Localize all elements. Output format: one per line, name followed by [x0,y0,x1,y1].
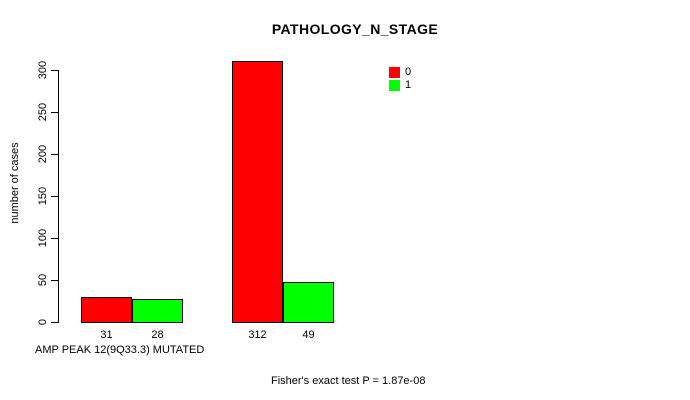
y-axis-tick-label: 200 [37,144,49,164]
legend-swatch [389,79,400,91]
bar-value-label: 31 [100,329,113,341]
bar-series-1 [283,282,334,323]
y-axis-tick-label: 50 [37,273,49,287]
y-axis-tick [51,280,58,281]
y-axis-tick [51,238,58,239]
legend-entry: 1 [389,79,411,91]
y-axis-title: number of cases [9,142,21,224]
y-axis-tick-label: 100 [37,228,49,248]
y-axis-tick-label: 300 [37,60,49,80]
chart-title: PATHOLOGY_N_STAGE [271,21,439,37]
annotation-fisher-test: Fisher's exact test P = 1.87e-08 [271,375,426,387]
legend-label: 1 [405,78,412,91]
y-axis-tick [51,196,58,197]
bar-series-0 [81,297,132,323]
bar-value-label: 49 [302,329,315,341]
y-axis-tick [51,322,58,323]
bar-value-label: 28 [151,329,164,341]
y-axis-tick [51,70,58,71]
y-axis-tick-label: 150 [37,186,49,206]
y-axis-tick-label: 250 [37,102,49,122]
legend-label: 0 [405,65,412,78]
y-axis-tick [51,154,58,155]
legend-swatch [389,66,400,78]
y-axis-tick [51,112,58,113]
bar-series-1 [132,299,183,323]
bar-value-label: 312 [248,329,267,341]
x-axis-title: AMP PEAK 12(9Q33.3) MUTATED [35,344,205,356]
legend-entry: 0 [389,66,411,78]
y-axis-line [58,70,59,323]
y-axis-tick-label: 0 [37,318,49,326]
bar-series-0 [232,61,283,323]
